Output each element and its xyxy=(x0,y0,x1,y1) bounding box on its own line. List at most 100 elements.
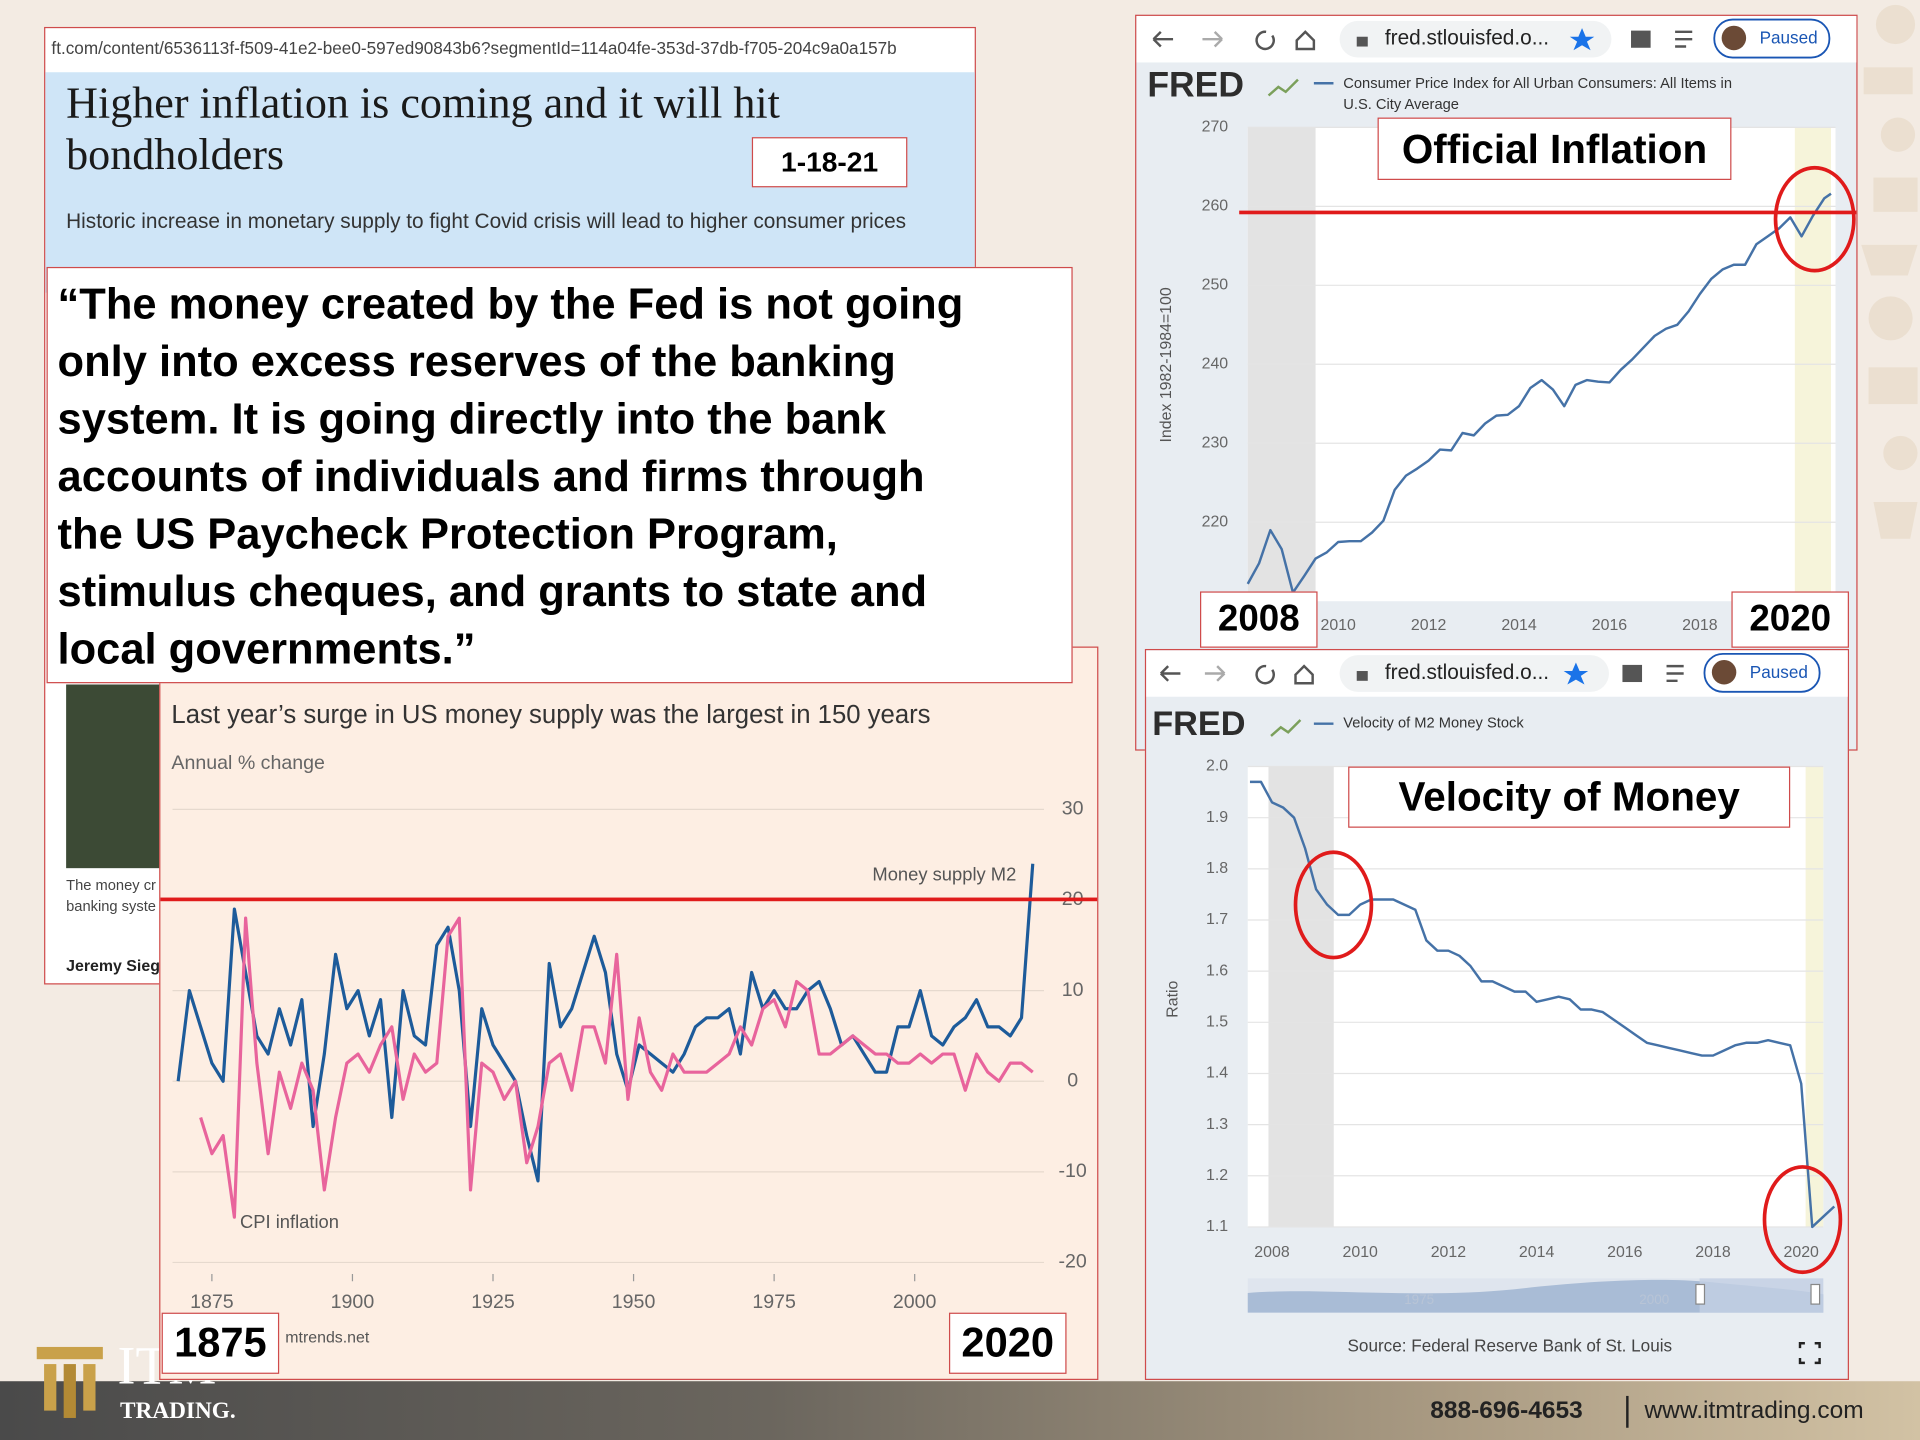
year-box: 2020 xyxy=(948,1312,1067,1374)
cpi-panel: fred.stlouisfed.o... Paused FRED Index 1… xyxy=(1135,14,1858,751)
y-tick-label: 260 xyxy=(1202,198,1229,215)
x-tick-label: 1900 xyxy=(331,1291,375,1313)
navigator-window[interactable] xyxy=(1699,1278,1824,1313)
article-title: Higher inflation is coming and it will h… xyxy=(66,78,780,179)
star-icon[interactable] xyxy=(1569,28,1595,51)
quote-line: accounts of individuals and firms throug… xyxy=(57,451,925,501)
chart-source: mtrends.net xyxy=(285,1330,370,1347)
red-circle xyxy=(1293,850,1374,960)
profile-pill[interactable] xyxy=(1713,18,1831,59)
url: fred.stlouisfed.o... xyxy=(1385,27,1549,50)
x-tick-label: 1875 xyxy=(190,1291,234,1313)
cpi-chart: fred.stlouisfed.o... Paused FRED Index 1… xyxy=(1136,15,1857,634)
media-icon[interactable] xyxy=(1666,664,1684,683)
x-tick-label: 2018 xyxy=(1682,617,1718,634)
navigator-handle[interactable] xyxy=(1695,1283,1706,1305)
fullscreen-button[interactable] xyxy=(1798,1342,1821,1365)
money-supply-chart: Last year’s surge in US money supply was… xyxy=(171,701,1087,1347)
date-box: 1-18-21 xyxy=(751,137,908,188)
legend-label: Consumer Price Index for All Urban Consu… xyxy=(1343,74,1733,113)
y-tick-label: 2.0 xyxy=(1206,758,1228,775)
velocity-panel: fred.stlouisfed.o... Paused FRED Velocit… xyxy=(1144,648,1849,1380)
series-line xyxy=(1249,780,1836,1229)
y-tick-label: 1.2 xyxy=(1206,1167,1228,1184)
annotation-box: Official Inflation xyxy=(1377,117,1732,180)
x-tick-label: 2010 xyxy=(1320,617,1356,634)
y-tick-label: 30 xyxy=(1062,798,1084,820)
x-tick-label: 2000 xyxy=(893,1291,937,1313)
lock-icon xyxy=(1356,36,1368,47)
x-tick-label: 2010 xyxy=(1343,1244,1379,1261)
lock-icon xyxy=(1356,671,1368,681)
url: ft.com/content/6536113f-f509-41e2-bee0-5… xyxy=(51,37,897,58)
profile-pill[interactable] xyxy=(1703,652,1821,693)
y-tick-label: 1.9 xyxy=(1206,809,1228,826)
x-tick-label: 2008 xyxy=(1254,1244,1290,1261)
red-line xyxy=(160,897,1098,902)
y-tick-label: 10 xyxy=(1062,979,1084,1001)
y-tick-label: 270 xyxy=(1202,119,1229,136)
velocity-chart: fred.stlouisfed.o... Paused FRED Velocit… xyxy=(1146,650,1848,1365)
address-bar[interactable] xyxy=(1339,655,1609,692)
fred-logo: FRED xyxy=(1147,64,1244,104)
legend-label: Velocity of M2 Money Stock xyxy=(1343,716,1524,732)
shaded-band xyxy=(1268,766,1334,1227)
back-button[interactable] xyxy=(1159,665,1181,682)
navigator-series xyxy=(1247,1279,1824,1313)
fred-logo: FRED xyxy=(1152,705,1245,743)
url: fred.stlouisfed.o... xyxy=(1385,661,1549,684)
avatar xyxy=(1721,25,1747,51)
navigator-handle[interactable] xyxy=(1810,1283,1821,1305)
y-tick-label: 1.8 xyxy=(1206,860,1228,877)
caption-line: The money cr xyxy=(66,876,156,894)
y-axis-label: Index 1982-1984=100 xyxy=(1158,287,1175,442)
x-tick-label: 2012 xyxy=(1411,617,1447,634)
reload-button[interactable] xyxy=(1255,30,1275,51)
quote-line: only into excess reserves of the banking xyxy=(57,336,896,386)
reload-button[interactable] xyxy=(1255,664,1275,685)
y-tick-label: 1.4 xyxy=(1206,1065,1228,1082)
series-line xyxy=(199,916,1034,1219)
y-tick-label: 0 xyxy=(1067,1069,1078,1091)
author: Jeremy Sieg xyxy=(66,956,160,975)
media-icon[interactable] xyxy=(1675,30,1693,48)
quote-line: “The money created by the Fed is not goi… xyxy=(57,279,964,329)
home-button[interactable] xyxy=(1294,664,1314,685)
y-tick-label: 1.5 xyxy=(1206,1014,1228,1031)
address-bar[interactable] xyxy=(1339,20,1612,58)
quote-box: “The money created by the Fed is not goi… xyxy=(46,266,1073,684)
footer-bar xyxy=(0,1381,1920,1440)
y-tick-label: 1.7 xyxy=(1206,911,1228,928)
forward-button[interactable] xyxy=(1202,30,1223,48)
red-circle xyxy=(1773,165,1856,273)
forward-button[interactable] xyxy=(1204,665,1226,682)
series-line xyxy=(176,863,1035,1183)
red-circle xyxy=(1762,1165,1843,1275)
y-tick-label: -10 xyxy=(1059,1160,1087,1182)
extensions-icon[interactable] xyxy=(1622,664,1643,683)
extensions-icon[interactable] xyxy=(1631,30,1651,48)
caption-line: banking syste xyxy=(66,897,156,915)
website[interactable]: www.itmtrading.com xyxy=(1644,1397,1864,1425)
logo-subtext: TRADING. xyxy=(120,1398,236,1425)
year-box: 2020 xyxy=(1731,591,1849,648)
chart-title: Last year’s surge in US money supply was… xyxy=(171,701,930,729)
shaded-band xyxy=(1805,766,1824,1227)
x-tick-label: 1950 xyxy=(612,1291,656,1313)
x-tick-label: 2012 xyxy=(1431,1244,1467,1261)
quote-line: system. It is going directly into the ba… xyxy=(57,394,887,444)
x-tick-label: 2016 xyxy=(1592,617,1628,634)
standfirst: Historic increase in monetary supply to … xyxy=(66,209,907,233)
home-button[interactable] xyxy=(1295,30,1316,51)
quote-line: the US Paycheck Protection Program, xyxy=(57,509,838,559)
fred-logo-icon xyxy=(1270,719,1302,737)
profile-status: Paused xyxy=(1750,662,1808,682)
y-tick-label: -20 xyxy=(1059,1251,1087,1273)
y-tick-label: 240 xyxy=(1202,355,1229,372)
back-button[interactable] xyxy=(1152,30,1174,48)
annotation-box: Velocity of Money xyxy=(1348,766,1791,828)
separator xyxy=(1626,1395,1629,1428)
star-icon[interactable] xyxy=(1563,662,1589,685)
